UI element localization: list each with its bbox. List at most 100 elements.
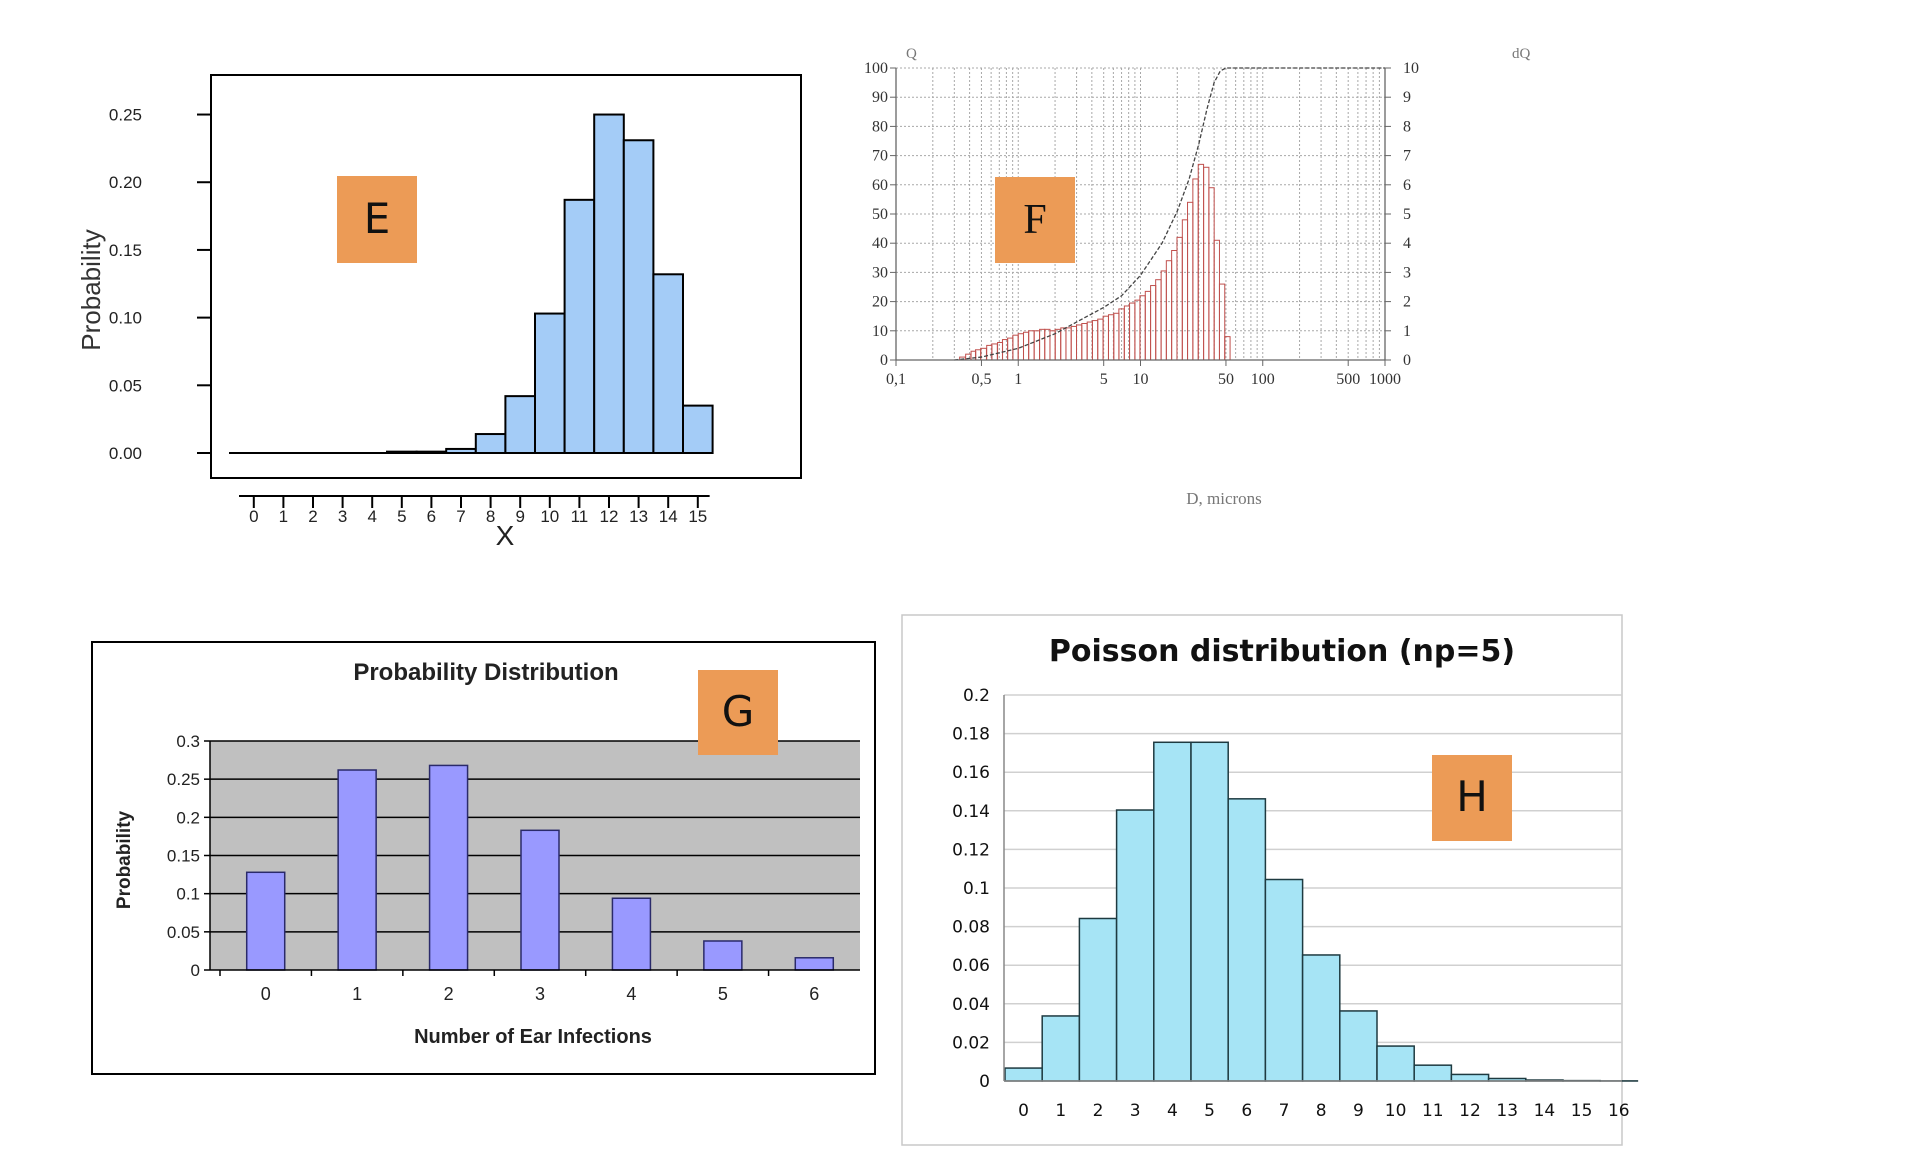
- left-tick-label: 30: [872, 264, 888, 281]
- x-tick-label: 3: [1130, 1101, 1141, 1121]
- y-tick-label: 0.05: [167, 923, 200, 942]
- y-tick-label: 0.20: [109, 173, 142, 192]
- y-tick-label: 0.12: [952, 840, 990, 860]
- hist-bar: [1150, 285, 1157, 361]
- bar-12: [593, 113, 625, 455]
- x-tick-label: 1000: [1369, 371, 1401, 388]
- x-tick-label: 10: [1133, 371, 1149, 388]
- hist-bar: [1065, 327, 1072, 361]
- bar-11: [1413, 1064, 1453, 1082]
- hist-bar: [1129, 302, 1136, 361]
- bar-2: [1078, 917, 1118, 1082]
- x-tick-label: 5: [718, 984, 728, 1004]
- hist-bar: [1070, 325, 1078, 361]
- hist-bar: [1165, 260, 1173, 361]
- bar-0: [245, 871, 286, 971]
- hist-bar: [1012, 334, 1019, 361]
- hist-bar: [1076, 324, 1083, 361]
- y-tick-label: 0.1: [176, 885, 200, 904]
- x-axis-label: X: [496, 520, 515, 551]
- x-tick-label: 16: [1608, 1101, 1630, 1121]
- hist-bar: [997, 341, 1004, 361]
- y-tick-label: 0.15: [109, 241, 142, 260]
- left-tick-label: 50: [872, 206, 888, 223]
- right-tick-label: 0: [1403, 352, 1411, 369]
- bar-2: [428, 764, 469, 971]
- left-tick-label: 70: [872, 148, 888, 165]
- y-tick-label: 0.08: [952, 918, 990, 938]
- chart-title: Poisson distribution (np=5): [1049, 634, 1515, 669]
- x-tick-label: 100: [1251, 371, 1275, 388]
- x-tick-label: 9: [1353, 1101, 1364, 1121]
- bar-5: [703, 940, 743, 971]
- bar-3: [520, 829, 560, 971]
- x-tick-label: 6: [809, 984, 819, 1004]
- bar-8: [1301, 954, 1341, 1082]
- x-axis-label: D, microns: [1186, 489, 1262, 508]
- y-tick-label: 0.10: [109, 309, 142, 328]
- hist-bar: [1028, 330, 1035, 361]
- left-tick-label: 20: [872, 294, 888, 311]
- x-tick-label: 0,1: [886, 371, 906, 388]
- right-tick-label: 7: [1403, 148, 1411, 165]
- x-tick-label: 0,5: [971, 371, 991, 388]
- x-tick-label: 6: [1241, 1101, 1252, 1121]
- bar-0: [1004, 1067, 1043, 1082]
- x-tick-label: 11: [571, 507, 589, 526]
- x-tick-label: 9: [515, 507, 524, 526]
- y-tick-label: 0.3: [176, 732, 200, 751]
- bar-6: [1227, 798, 1267, 1082]
- x-tick-label: 50: [1218, 371, 1234, 388]
- y-tick-label: 0.00: [109, 444, 142, 463]
- bar-8: [474, 433, 507, 454]
- x-tick-label: 1: [279, 507, 288, 526]
- x-tick-label: 7: [1279, 1101, 1290, 1121]
- x-tick-label: 2: [1093, 1101, 1104, 1121]
- x-tick-label: 1: [1014, 371, 1022, 388]
- hist-bar: [1033, 330, 1041, 361]
- y-tick-label: 0.18: [952, 725, 990, 745]
- bar-4: [1153, 741, 1192, 1082]
- hist-bar: [1181, 219, 1189, 361]
- right-tick-label: 3: [1403, 264, 1411, 281]
- bar-13: [622, 139, 655, 454]
- y-tick-label: 0.02: [952, 1033, 990, 1053]
- hist-bar: [1155, 279, 1162, 361]
- right-tick-label: 2: [1403, 294, 1411, 311]
- right-tick-label: 4: [1403, 235, 1411, 252]
- cumulative-curve: [954, 67, 1385, 361]
- x-tick-label: 14: [1534, 1101, 1556, 1121]
- hist-bar: [1171, 250, 1178, 361]
- y-tick-label: 0.15: [167, 847, 200, 866]
- hist-bar: [1060, 327, 1067, 361]
- badge-box: [337, 176, 417, 263]
- badge-label: H: [1456, 772, 1488, 821]
- x-axis-label: Number of Ear Infections: [414, 1026, 652, 1048]
- left-tick-label: 80: [872, 118, 888, 135]
- hist-bar: [1097, 318, 1104, 361]
- y-tick-label: 0.05: [109, 376, 142, 395]
- y-tick-label: 0.14: [952, 802, 990, 822]
- y-axis-label: Probability: [76, 229, 106, 350]
- x-tick-label: 2: [444, 984, 454, 1004]
- bar-6: [794, 957, 835, 971]
- y-tick-label: 0: [979, 1072, 990, 1092]
- bar-10: [1376, 1045, 1415, 1082]
- right-axis-label: dQ: [1512, 46, 1531, 62]
- x-tick-label: 5: [397, 507, 406, 526]
- bar-3: [1115, 809, 1155, 1082]
- bar-10: [534, 312, 566, 454]
- right-tick-label: 6: [1403, 177, 1411, 194]
- x-tick-label: 500: [1336, 371, 1360, 388]
- hist-bar: [1081, 323, 1088, 361]
- x-tick-label: 0: [249, 507, 258, 526]
- hist-bar: [1044, 328, 1051, 361]
- y-tick-label: 0.25: [109, 106, 142, 125]
- hist-bar: [1192, 178, 1199, 361]
- hist-bar: [980, 347, 987, 361]
- y-axis-label: Probability: [114, 810, 135, 909]
- x-tick-label: 10: [540, 507, 559, 526]
- x-tick-label: 13: [629, 507, 648, 526]
- x-tick-label: 0: [261, 984, 271, 1004]
- x-tick-label: 5: [1100, 371, 1108, 388]
